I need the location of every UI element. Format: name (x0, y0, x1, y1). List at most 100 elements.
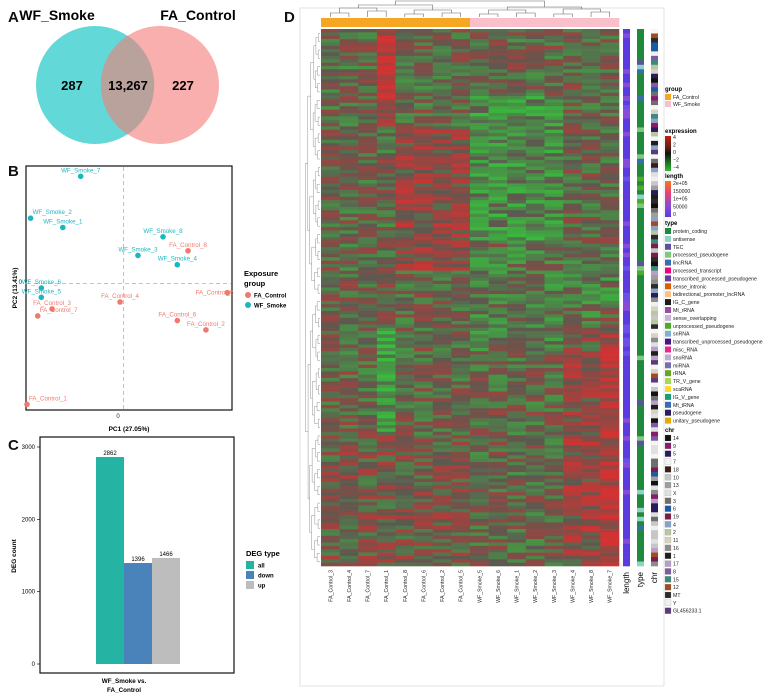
heatmap-cell (488, 502, 508, 506)
length-annotation-cell (623, 96, 630, 101)
heatmap-cell (321, 35, 340, 40)
bar-legend-label-all: all (258, 564, 265, 570)
legend-expression-tick: 4 (673, 135, 676, 141)
heatmap-cell (414, 267, 434, 271)
heatmap-cell (470, 347, 489, 352)
heatmap-cell (544, 143, 564, 147)
heatmap-cell (470, 280, 489, 285)
heatmap-cell (470, 552, 489, 557)
heatmap-cell (339, 391, 359, 396)
heatmap-cell (451, 445, 471, 449)
heatmap-cell (321, 347, 340, 352)
heatmap-cell (470, 458, 489, 463)
heatmap-cell (581, 307, 601, 312)
heatmap-cell (563, 260, 583, 265)
legend-type-label-unprocessed-pseudogene: unprocessed_pseudogene (673, 324, 734, 330)
heatmap-cell (470, 176, 489, 181)
heatmap-cell (339, 200, 359, 204)
heatmap-cell (451, 277, 471, 282)
heatmap-cell (358, 92, 378, 97)
heatmap-cell (358, 472, 378, 476)
heatmap-cell (321, 482, 340, 486)
heatmap-cell (581, 237, 601, 241)
heatmap-cell (470, 213, 489, 218)
heatmap-cell (432, 180, 452, 184)
heatmap-cell (358, 425, 378, 429)
heatmap-cell (525, 344, 545, 349)
heatmap-cell (339, 445, 359, 449)
chr-annotation-cell (651, 355, 658, 361)
heatmap-cell (321, 310, 340, 315)
heatmap-cell (544, 297, 564, 302)
pca-label-fa-control-7: FA_Control_7 (40, 307, 78, 314)
heatmap-cell (525, 425, 545, 429)
bar-legend: DEG type all down up (246, 549, 280, 590)
heatmap-cell (414, 408, 434, 412)
heatmap-cell (600, 522, 620, 527)
heatmap-cell (376, 378, 396, 382)
heatmap-cell (470, 206, 489, 211)
heatmap-cell (376, 468, 396, 473)
type-annotation-cell (637, 548, 644, 553)
heatmap-cell (432, 129, 452, 134)
heatmap-cell (563, 270, 583, 275)
heatmap-cell (507, 79, 527, 83)
heatmap-cell (358, 515, 378, 520)
bar-down (124, 563, 152, 664)
heatmap-cell (451, 112, 471, 117)
heatmap-cell (451, 418, 471, 422)
heatmap-cell (544, 203, 564, 208)
heatmap-cell (321, 411, 340, 416)
chr-annotation-cell (651, 512, 658, 518)
heatmap-cell (507, 344, 527, 349)
heatmap-cell (376, 99, 396, 104)
heatmap-cell (470, 341, 489, 345)
type-annotation-cell (637, 167, 644, 173)
heatmap-cell (470, 109, 489, 114)
heatmap-cell (488, 169, 508, 174)
heatmap-cell (376, 102, 396, 107)
heatmap-cell (563, 243, 583, 248)
heatmap-cell (432, 216, 452, 221)
heatmap-cell (470, 237, 489, 241)
heatmap-cell (563, 374, 583, 379)
heatmap-cell (339, 260, 359, 265)
heatmap-cell (414, 478, 434, 483)
legend-type-swatch-mt-rrna (665, 307, 671, 313)
heatmap-cell (581, 49, 601, 53)
column-label-fa-control-8: FA_Control_8 (403, 570, 409, 602)
heatmap-cell (414, 287, 434, 292)
heatmap-cell (544, 287, 564, 292)
heatmap-cell (358, 89, 378, 94)
heatmap-cell (600, 257, 620, 261)
chr-annotation-cell (651, 337, 658, 343)
heatmap-cell (600, 404, 620, 409)
heatmap-cell (321, 166, 340, 171)
heatmap-cell (451, 451, 471, 456)
heatmap-cell (544, 86, 564, 90)
chr-annotation-cell (651, 445, 658, 450)
heatmap-cell (488, 139, 508, 144)
heatmap-cell (488, 398, 508, 402)
heatmap-cell (339, 203, 359, 208)
heatmap-cell (600, 529, 620, 533)
heatmap-cell (395, 418, 415, 422)
heatmap-cell (488, 223, 508, 228)
heatmap-cell (432, 86, 452, 90)
chr-annotation-cell (651, 37, 658, 43)
type-annotation-cell (637, 507, 644, 513)
heatmap-cell (414, 418, 434, 422)
heatmap-cell (339, 216, 359, 221)
heatmap-cell (581, 42, 601, 47)
chr-annotation-cell (651, 288, 658, 294)
heatmap-cell (339, 173, 359, 177)
heatmap-cell (395, 435, 415, 439)
heatmap-cell (395, 431, 415, 436)
length-annotation-cell (623, 118, 630, 124)
heatmap-cell (451, 203, 471, 208)
heatmap-cell (414, 79, 434, 83)
heatmap-cell (488, 294, 508, 298)
heatmap-cell (432, 196, 452, 201)
heatmap-cell (414, 545, 434, 550)
heatmap-cell (600, 310, 620, 315)
